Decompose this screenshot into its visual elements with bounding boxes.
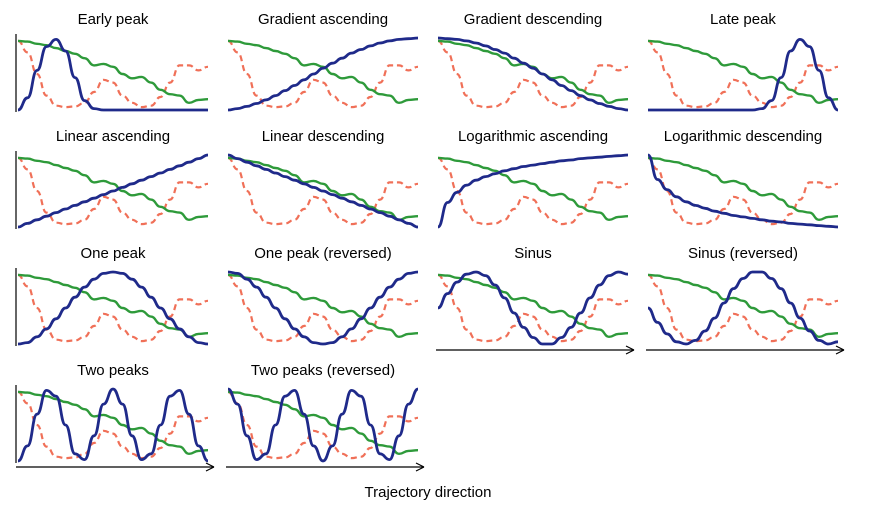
dashed-series-line	[227, 390, 419, 460]
profile-series-line	[647, 270, 839, 346]
profile-series-line	[17, 37, 208, 112]
x-axis-arrowhead	[625, 345, 635, 355]
x-axis-label: Trajectory direction	[365, 484, 492, 501]
dashed-series-line	[227, 273, 419, 343]
green-series-line	[437, 39, 629, 105]
panel-title: One peak	[80, 245, 146, 262]
panel: Sinus (reversed)	[646, 245, 845, 355]
panel-title: Logarithmic descending	[664, 128, 822, 145]
panel-title: Logarithmic ascending	[458, 128, 608, 145]
profile-series-line	[17, 270, 209, 346]
green-series-line	[647, 39, 839, 105]
profile-series-line	[227, 153, 419, 229]
panel-title: Two peaks (reversed)	[251, 362, 395, 379]
green-series-line	[17, 273, 209, 339]
panel: Linear ascending	[15, 128, 209, 229]
panel: Late peak	[647, 11, 839, 112]
green-series-line	[17, 390, 209, 456]
panel-title: One peak (reversed)	[254, 245, 392, 262]
panel-title: Late peak	[710, 11, 776, 28]
panel: Two peaks (reversed)	[226, 362, 425, 472]
panel-title: Linear descending	[262, 128, 385, 145]
x-axis-arrowhead	[415, 462, 425, 472]
green-series-line	[227, 156, 419, 222]
green-series-line	[647, 156, 839, 222]
panel-grid: Early peak Gradient ascending Gradient des…	[15, 11, 845, 472]
panel: Gradient descending	[437, 11, 629, 112]
panel: Sinus	[436, 245, 635, 355]
panel: Logarithmic descending	[647, 128, 839, 229]
green-series-line	[227, 39, 419, 105]
dashed-series-line	[17, 390, 209, 460]
panel-title: Linear ascending	[56, 128, 170, 145]
green-series-line	[227, 390, 419, 456]
dashed-series-line	[437, 39, 629, 109]
panel-title: Sinus	[514, 245, 552, 262]
dashed-series-line	[17, 39, 209, 109]
green-series-line	[227, 273, 419, 339]
green-series-line	[647, 273, 839, 339]
panel: Two peaks	[15, 362, 215, 472]
dashed-series-line	[437, 156, 629, 226]
profile-series-line	[647, 153, 839, 229]
panel: Gradient ascending	[227, 11, 419, 112]
panel: Linear descending	[227, 128, 419, 229]
green-series-line	[17, 156, 209, 222]
panel-title: Two peaks	[77, 362, 149, 379]
dashed-series-line	[647, 39, 839, 109]
panel: Logarithmic ascending	[437, 128, 629, 229]
x-axis-arrowhead	[205, 462, 215, 472]
profile-series-line	[227, 36, 419, 112]
dashed-series-line	[227, 39, 419, 109]
panel: Early peak	[15, 11, 209, 112]
dashed-series-line	[17, 156, 209, 226]
green-series-line	[437, 156, 629, 222]
profile-series-line	[17, 153, 209, 229]
panel: One peak	[15, 245, 209, 346]
green-series-line	[437, 273, 629, 339]
panel-title: Early peak	[78, 11, 149, 28]
profile-series-line	[437, 270, 629, 346]
green-series-line	[17, 39, 209, 105]
panel-title: Gradient ascending	[258, 11, 388, 28]
panel-title: Sinus (reversed)	[688, 245, 798, 262]
profile-series-line	[227, 270, 419, 346]
dashed-series-line	[647, 156, 839, 226]
profile-series-line	[437, 153, 629, 229]
panel-title: Gradient descending	[464, 11, 602, 28]
dashed-series-line	[647, 273, 839, 343]
profile-series-line	[17, 387, 209, 463]
dashed-series-line	[17, 273, 209, 343]
x-axis-arrowhead	[835, 345, 845, 355]
dashed-series-line	[227, 156, 419, 226]
profile-series-line	[648, 37, 839, 112]
profile-series-line	[227, 387, 419, 463]
dashed-series-line	[437, 273, 629, 343]
profile-series-line	[437, 36, 629, 112]
panel: One peak (reversed)	[227, 245, 419, 346]
